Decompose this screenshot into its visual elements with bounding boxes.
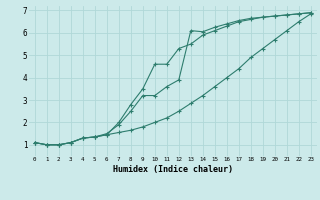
X-axis label: Humidex (Indice chaleur): Humidex (Indice chaleur) bbox=[113, 165, 233, 174]
